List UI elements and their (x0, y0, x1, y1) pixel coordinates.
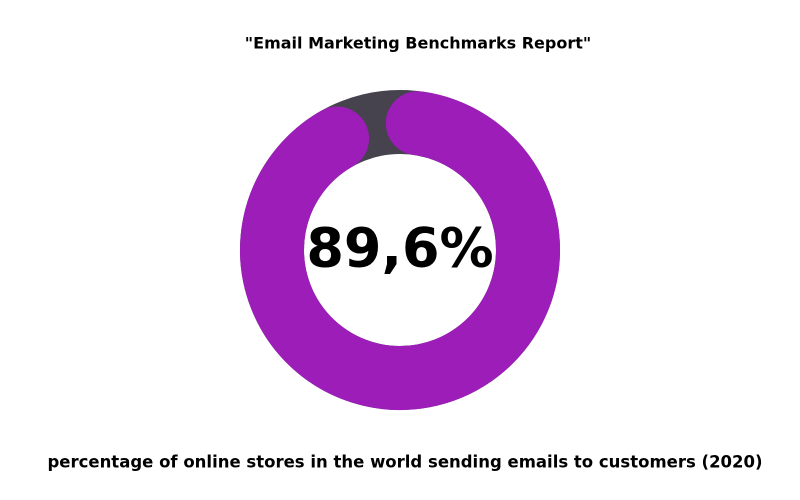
donut-arc (240, 91, 560, 410)
chart-title: "Email Marketing Benchmarks Report" (245, 34, 591, 53)
chart-caption: percentage of online stores in the world… (47, 453, 762, 472)
center-value-label: 89,6% (306, 217, 493, 280)
